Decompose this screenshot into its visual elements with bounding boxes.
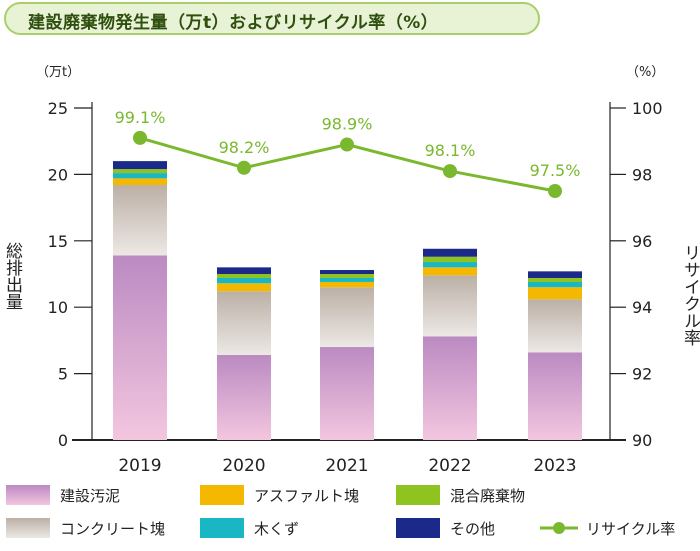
bars-layer [113, 161, 582, 440]
recycling-rate-point [548, 184, 562, 198]
bar-segment [320, 281, 374, 288]
bar-segment [113, 178, 167, 186]
right-axis-label: リサイクル率 [680, 244, 700, 346]
recycling-rate-point [133, 130, 147, 145]
recycling-rate-data-label: 99.1% [115, 108, 166, 127]
right-axis-tick-label: 92 [632, 365, 652, 384]
legend-swatch [396, 485, 440, 505]
bar-segment [113, 173, 167, 179]
bar-segment [423, 267, 477, 276]
bar-segment [528, 277, 582, 282]
legend-label: 建設汚泥 [60, 487, 120, 505]
bar-segment [113, 255, 167, 440]
legend-label: 木くず [254, 520, 299, 538]
bar-segment [423, 336, 477, 440]
left-axis-tick-label: 10 [48, 298, 68, 317]
right-axis-tick-label: 100 [632, 99, 663, 118]
recycling-rate-data-label: 98.2% [219, 138, 270, 157]
right-axis-tick-label: 94 [632, 298, 652, 317]
legend-label: リサイクル率 [586, 520, 675, 538]
bar-segment [217, 283, 271, 292]
bar-segment [528, 299, 582, 353]
chart-title-box: 建設廃棄物発生量（万t）およびリサイクル率（%） [4, 2, 540, 35]
legend-label: 混合廃棄物 [450, 487, 525, 505]
legend-swatch [200, 485, 244, 505]
legend-swatch [396, 518, 440, 538]
bar-segment [217, 274, 271, 278]
bar-segment [528, 287, 582, 300]
bar-segment [320, 277, 374, 282]
x-axis-tick-label: 2023 [533, 456, 576, 476]
bar-segment [423, 262, 477, 268]
left-axis-tick-label: 25 [48, 99, 68, 118]
legend-swatch [6, 518, 50, 538]
left-axis-unit: （万t） [36, 65, 80, 80]
bar-segment [528, 352, 582, 440]
recycling-rate-data-label: 98.1% [425, 141, 476, 160]
bar-segment [217, 277, 271, 284]
recycling-rate-data-label: 98.9% [322, 115, 373, 134]
left-axis-tick-label: 0 [58, 431, 68, 450]
bar-segment [113, 185, 167, 256]
line-layer: 99.1% 98.2% 98.9% 98.1% 97.5% [115, 108, 581, 198]
x-axis-tick-label: 2021 [325, 456, 368, 476]
bar-segment [320, 287, 374, 348]
bar-segment [113, 161, 167, 170]
recycling-rate-point [237, 160, 251, 175]
legend-swatch [200, 518, 244, 538]
bar-segment [217, 267, 271, 274]
legend-line-marker [553, 522, 565, 534]
recycling-rate-point [443, 164, 457, 179]
bar-segment [528, 271, 582, 278]
legend-label: コンクリート塊 [60, 520, 165, 538]
legend-label: アスファルト塊 [254, 487, 359, 505]
right-axis-tick-label: 98 [632, 165, 652, 184]
bar-segment [423, 256, 477, 263]
bar-segment [320, 347, 374, 440]
x-axis-tick-label: 2019 [118, 456, 161, 476]
bar-segment [320, 270, 374, 274]
bar-segment [423, 248, 477, 257]
chart-title: 建設廃棄物発生量（万t）およびリサイクル率（%） [28, 13, 439, 33]
bar-segment [423, 275, 477, 337]
bar-segment [320, 274, 374, 278]
x-axis-tick-label: 2022 [428, 456, 471, 476]
left-axis-tick-label: 5 [58, 365, 68, 384]
bar-segment [528, 281, 582, 288]
right-axis-tick-label: 90 [632, 431, 652, 450]
right-axis-unit: （%） [626, 65, 664, 80]
legend-label: その他 [450, 520, 495, 538]
left-axis-tick-label: 15 [48, 232, 68, 251]
right-axis-tick-label: 96 [632, 232, 652, 251]
left-axis-label: 総排出量 [2, 242, 23, 310]
bar-segment [217, 291, 271, 356]
x-axis-tick-label: 2020 [222, 456, 265, 476]
recycling-rate-data-label: 97.5% [530, 161, 581, 180]
recycling-rate-point [340, 137, 354, 152]
left-axis-tick-label: 20 [48, 165, 68, 184]
legend-swatch [6, 485, 50, 505]
bar-segment [113, 169, 167, 174]
bar-segment [217, 355, 271, 440]
